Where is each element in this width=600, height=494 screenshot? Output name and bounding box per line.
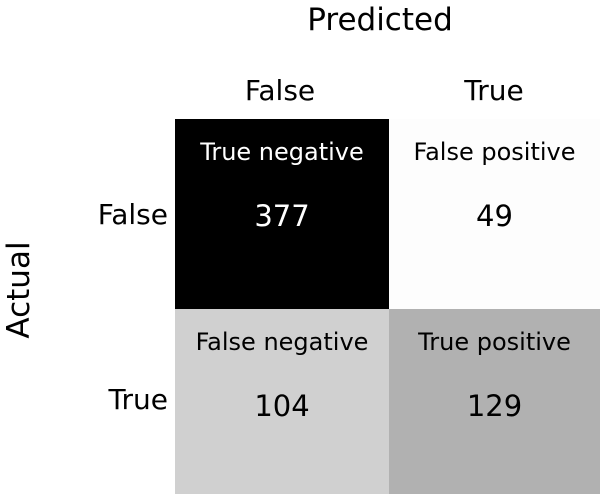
y-tick-label-false: False <box>97 198 168 231</box>
cell-false-negative: False negative 104 <box>175 309 389 494</box>
x-axis-title: Predicted <box>307 2 453 38</box>
cell-true-positive: True positive 129 <box>389 309 600 494</box>
cell-label: True negative <box>200 138 364 166</box>
x-tick-label-true: True <box>464 74 524 107</box>
cell-value: 129 <box>466 389 523 423</box>
y-tick-label-true: True <box>108 383 168 416</box>
y-axis-title: Actual <box>1 241 37 339</box>
cell-label: False positive <box>413 138 576 166</box>
cell-value: 49 <box>476 199 513 233</box>
cell-label: False negative <box>195 328 369 356</box>
cell-value: 104 <box>254 389 310 423</box>
cell-false-positive: False positive 49 <box>389 119 600 309</box>
x-tick-label-false: False <box>244 74 316 107</box>
cell-true-negative: True negative 377 <box>175 119 389 309</box>
cell-value: 377 <box>254 199 310 233</box>
cell-label: True positive <box>418 328 571 356</box>
y-axis-title-wrap: Actual <box>1 180 37 400</box>
